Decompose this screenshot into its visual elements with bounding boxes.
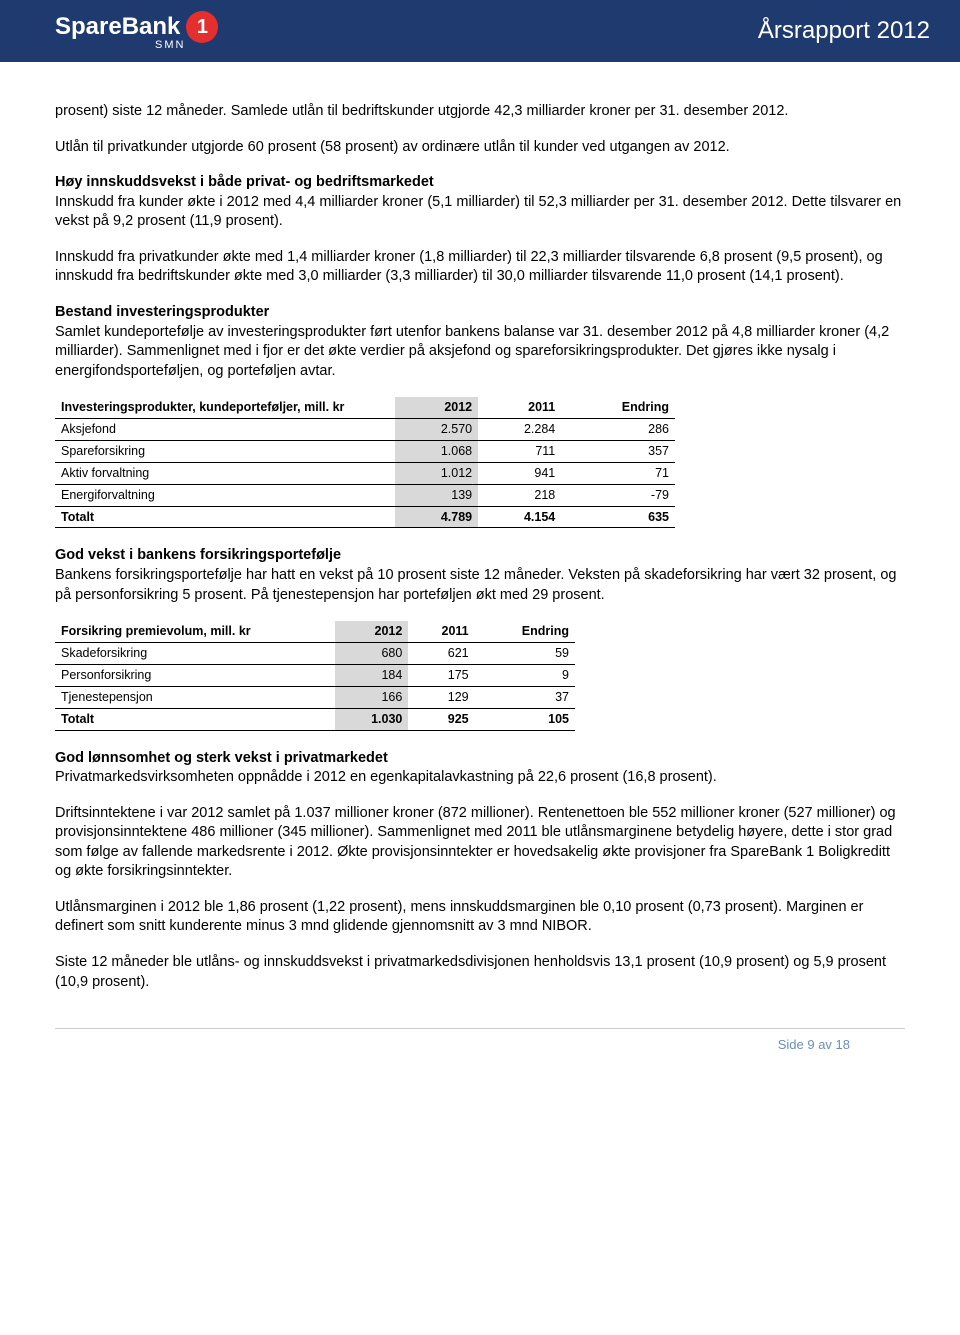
cell: Personforsikring	[55, 664, 335, 686]
section-heading: Høy innskuddsvekst i både privat- og bed…	[55, 173, 905, 232]
paragraph: Utlån til privatkunder utgjorde 60 prose…	[55, 138, 905, 158]
cell: 635	[561, 506, 675, 528]
cell: Skadeforsikring	[55, 643, 335, 665]
cell: Totalt	[55, 506, 395, 528]
cell: 1.030	[335, 708, 408, 730]
table-header: Endring	[561, 397, 675, 418]
cell: 184	[335, 664, 408, 686]
cell: 925	[408, 708, 474, 730]
table-header: 2011	[478, 397, 561, 418]
cell: Spareforsikring	[55, 440, 395, 462]
table-header: 2012	[335, 621, 408, 642]
page-number: Side 9 av 18	[778, 1037, 850, 1052]
section-heading: God lønnsomhet og sterk vekst i privatma…	[55, 749, 905, 788]
cell: 621	[408, 643, 474, 665]
table-row: Skadeforsikring 680 621 59	[55, 643, 575, 665]
section-heading: Bestand investeringsprodukter Samlet kun…	[55, 303, 905, 381]
cell: Energiforvaltning	[55, 484, 395, 506]
cell: 71	[561, 462, 675, 484]
cell: 37	[475, 686, 575, 708]
page-header: SpareBank 1 SMN Årsrapport 2012	[0, 0, 960, 62]
cell: Totalt	[55, 708, 335, 730]
document-body: prosent) siste 12 måneder. Samlede utlån…	[0, 62, 960, 1028]
paragraph: prosent) siste 12 måneder. Samlede utlån…	[55, 102, 905, 122]
cell: 9	[475, 664, 575, 686]
cell: 175	[408, 664, 474, 686]
investment-products-table: Investeringsprodukter, kundeporteføljer,…	[55, 397, 675, 528]
paragraph: Privatmarkedsvirksomheten oppnådde i 201…	[55, 769, 717, 785]
table-row: Aksjefond 2.570 2.284 286	[55, 419, 675, 441]
logo-main: SpareBank	[55, 13, 180, 41]
cell: 129	[408, 686, 474, 708]
cell: 357	[561, 440, 675, 462]
table-total-row: Totalt 1.030 925 105	[55, 708, 575, 730]
page-footer: Side 9 av 18	[55, 1028, 905, 1072]
paragraph: Siste 12 måneder ble utlåns- og innskudd…	[55, 953, 905, 992]
table-row: Aktiv forvaltning 1.012 941 71	[55, 462, 675, 484]
table-row: Energiforvaltning 139 218 -79	[55, 484, 675, 506]
paragraph: Utlånsmarginen i 2012 ble 1,86 prosent (…	[55, 898, 905, 937]
cell: 4.154	[478, 506, 561, 528]
table-header: 2011	[408, 621, 474, 642]
table-row: Personforsikring 184 175 9	[55, 664, 575, 686]
cell: 59	[475, 643, 575, 665]
heading-text: Høy innskuddsvekst i både privat- og bed…	[55, 174, 434, 190]
cell: 105	[475, 708, 575, 730]
heading-text: God vekst i bankens forsikringsportefølj…	[55, 547, 341, 563]
cell: 139	[395, 484, 478, 506]
paragraph: Bankens forsikringsportefølje har hatt e…	[55, 567, 896, 603]
cell: 218	[478, 484, 561, 506]
section-heading: God vekst i bankens forsikringsportefølj…	[55, 546, 905, 605]
table-header: Investeringsprodukter, kundeporteføljer,…	[55, 397, 395, 418]
table-header: 2012	[395, 397, 478, 418]
heading-text: Bestand investeringsprodukter	[55, 304, 269, 320]
insurance-premium-table: Forsikring premievolum, mill. kr 2012 20…	[55, 621, 575, 730]
cell: 286	[561, 419, 675, 441]
heading-text: God lønnsomhet og sterk vekst i privatma…	[55, 750, 388, 766]
cell: 2.570	[395, 419, 478, 441]
cell: 1.068	[395, 440, 478, 462]
cell: Aktiv forvaltning	[55, 462, 395, 484]
cell: 4.789	[395, 506, 478, 528]
logo-subtext: SMN	[155, 39, 218, 51]
cell: -79	[561, 484, 675, 506]
table-row: Spareforsikring 1.068 711 357	[55, 440, 675, 462]
cell: Aksjefond	[55, 419, 395, 441]
cell: 1.012	[395, 462, 478, 484]
cell: 2.284	[478, 419, 561, 441]
table-total-row: Totalt 4.789 4.154 635	[55, 506, 675, 528]
table-row: Tjenestepensjon 166 129 37	[55, 686, 575, 708]
cell: Tjenestepensjon	[55, 686, 335, 708]
paragraph: Samlet kundeportefølje av investeringspr…	[55, 324, 889, 379]
paragraph: Innskudd fra kunder økte i 2012 med 4,4 …	[55, 194, 901, 230]
cell: 711	[478, 440, 561, 462]
cell: 166	[335, 686, 408, 708]
cell: 941	[478, 462, 561, 484]
logo: SpareBank 1 SMN	[0, 0, 218, 62]
report-title: Årsrapport 2012	[758, 17, 930, 45]
cell: 680	[335, 643, 408, 665]
table-header: Endring	[475, 621, 575, 642]
paragraph: Driftsinntektene i var 2012 samlet på 1.…	[55, 804, 905, 882]
paragraph: Innskudd fra privatkunder økte med 1,4 m…	[55, 248, 905, 287]
table-header: Forsikring premievolum, mill. kr	[55, 621, 335, 642]
